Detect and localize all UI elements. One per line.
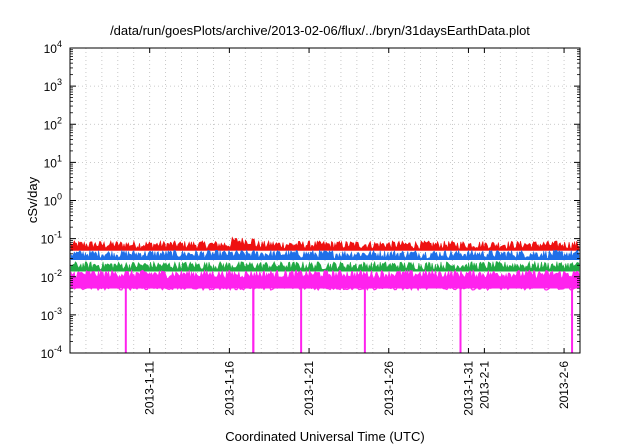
y-tick-label: 10-4 (41, 344, 62, 361)
y-tick-label: 104 (44, 39, 62, 56)
x-axis-ticks: 2013-1-11 2013-1-16 2013-1-21 2013-1-26 2013… (143, 48, 571, 416)
grid (70, 48, 580, 353)
y-tick-label: 10-1 (41, 230, 62, 247)
x-tick-label: 2013-1-31 (461, 361, 475, 416)
x-tick-label: 2013-1-11 (143, 361, 157, 415)
x-tick-label: 2013-2-6 (557, 361, 571, 409)
x-tick-label: 2013-2-1 (477, 361, 491, 409)
x-tick-label: 2013-1-21 (302, 361, 316, 416)
series-band (70, 260, 580, 272)
series-band (70, 268, 580, 289)
plot-series (70, 236, 580, 353)
y-tick-label: 102 (44, 115, 62, 132)
y-tick-label: 10-3 (41, 306, 62, 323)
y-axis-ticks: 10-4 10-3 10-2 10-1 100 101 102 103 104 (41, 39, 580, 361)
series-band (70, 236, 580, 251)
y-axis-label: cSv/day (25, 176, 40, 223)
y-tick-label: 103 (44, 77, 62, 94)
y-tick-label: 10-2 (41, 268, 62, 285)
y-tick-label: 100 (44, 192, 62, 209)
x-axis-label: Coordinated Universal Time (UTC) (225, 429, 424, 444)
series-floor (70, 284, 580, 292)
chart-title: /data/run/goesPlots/archive/2013-02-06/f… (110, 23, 530, 38)
y-tick-label: 101 (44, 153, 62, 170)
x-tick-label: 2013-1-16 (222, 361, 236, 416)
x-tick-label: 2013-1-26 (382, 361, 396, 416)
series-band (70, 249, 580, 260)
